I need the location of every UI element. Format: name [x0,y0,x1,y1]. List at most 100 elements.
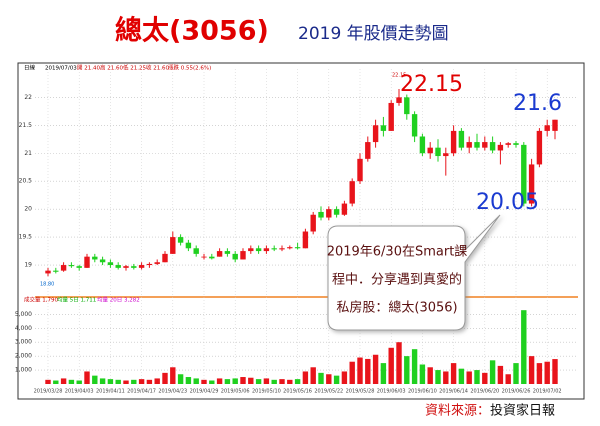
x-tick-label: 2019/06/26 [502,389,531,395]
header-item: 低 21.25 [123,64,146,72]
volume-bar [427,367,433,384]
volume-bar [466,371,472,384]
volume-bar [131,379,137,384]
volume-bar [45,379,51,384]
candle-body [209,256,215,259]
x-tick-label: 2019/04/11 [96,389,125,395]
candle-body [287,247,293,249]
candle-body [53,270,59,272]
candle-body [271,248,277,250]
volume-bar [482,372,488,384]
volume-bar [76,380,82,384]
candle-body [60,265,67,271]
candle-body [170,237,176,254]
volume-bar [411,349,418,384]
volume-bar [388,347,394,384]
candle-body [248,248,254,252]
header-item: 日線 [24,64,36,72]
y-tick-label: 19 [24,262,32,269]
volume-bar [123,380,129,384]
callout-text: 程中．分享遇到真愛的 [332,272,462,288]
source: 投資家日報 [490,403,555,419]
volume-bar [99,378,106,384]
candle-body [224,251,231,254]
volume-bar [310,367,316,384]
header-item: 收 21.60 [146,64,169,72]
volume-bar [294,379,301,384]
candle-body [544,125,550,131]
candle-body [68,265,75,267]
volume-bar [513,363,519,384]
volume-bar [357,357,363,384]
volume-bar [92,375,98,384]
candle-body [357,158,363,182]
callout-text: 2019年6/30在Smart課 [327,244,468,260]
volume-bar [193,378,199,384]
candle-body [497,144,504,151]
candle-body [107,262,114,266]
candle-body [255,248,262,252]
volume-bar [60,378,67,384]
chart-title: 總太(3056) [115,15,269,47]
volume-bar [302,371,309,384]
x-tick-label: 2019/06/14 [439,389,468,395]
volume-bar [341,371,348,384]
volume-bar [154,378,160,384]
volume-bar [435,370,441,384]
volume-bar [115,379,121,384]
y-tick-label: 20.5 [19,178,33,185]
candle-body [193,248,199,254]
x-tick-label: 2019/04/23 [158,389,187,395]
volume-bar [326,374,332,384]
candle-body [185,242,192,249]
volume-header: 均量 5日 1,711 [57,296,96,304]
volume-header: 成交量 1,790 [24,296,58,304]
y-tick-label: 22 [24,94,32,101]
candle-body [552,119,558,131]
min-marker: 18.80 [40,282,54,288]
x-tick-label: 2019/03/28 [34,389,63,395]
volume-bar [505,374,511,384]
candle-body [380,125,387,131]
candle-body [240,251,246,260]
volume-bar [349,361,355,384]
x-tick-label: 2019/04/03 [65,389,94,395]
candle-body [123,266,129,268]
x-tick-label: 2019/05/28 [346,389,375,395]
candle-body [458,130,465,148]
volume-bar [318,372,324,384]
volume-bar [521,310,527,384]
candle-body [146,263,153,266]
volume-bar [372,354,379,384]
volume-bar [248,377,254,384]
volume-bar [396,342,402,384]
candle-body [318,211,324,218]
volume-bar [240,377,246,384]
candle-body [115,265,121,268]
volume-bar [216,378,223,384]
volume-bar [279,379,285,384]
volume-bar [474,370,480,384]
volume-bar [365,358,371,384]
candle-body [84,256,90,268]
volume-bar [185,377,192,384]
candle-body [411,114,418,137]
volume-bar [552,359,558,384]
volume-bar [255,379,262,384]
candle-body [76,266,82,268]
candle-body [521,144,527,204]
candle-body [216,251,223,257]
x-tick-label: 2019/06/10 [408,389,437,395]
candle-body [232,253,238,260]
candle-body [349,181,355,204]
candle-body [372,125,379,143]
candle-body [489,142,496,151]
volume-bar [170,367,176,384]
chart-frame [17,62,585,400]
volume-tick-label: 5,000 [15,311,32,318]
volume-bar [536,363,543,384]
volume-bar [224,379,231,384]
header-item: 漲跌 0.55(2.6%) [168,64,211,72]
candle-body [528,164,535,204]
